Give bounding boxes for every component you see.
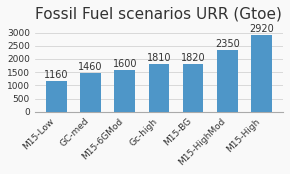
Bar: [46, 81, 67, 112]
Title: Fossil Fuel scenarios URR (Gtoe): Fossil Fuel scenarios URR (Gtoe): [35, 7, 282, 22]
Bar: [251, 35, 272, 112]
Text: 1160: 1160: [44, 70, 69, 80]
Bar: [183, 64, 203, 112]
Text: 1600: 1600: [113, 59, 137, 69]
Text: 2350: 2350: [215, 39, 240, 49]
Bar: [217, 50, 238, 112]
Bar: [80, 73, 101, 112]
Bar: [115, 69, 135, 112]
Text: 1810: 1810: [147, 53, 171, 63]
Text: 1820: 1820: [181, 53, 205, 63]
Text: 1460: 1460: [78, 62, 103, 72]
Bar: [149, 64, 169, 112]
Text: 2920: 2920: [249, 24, 274, 34]
